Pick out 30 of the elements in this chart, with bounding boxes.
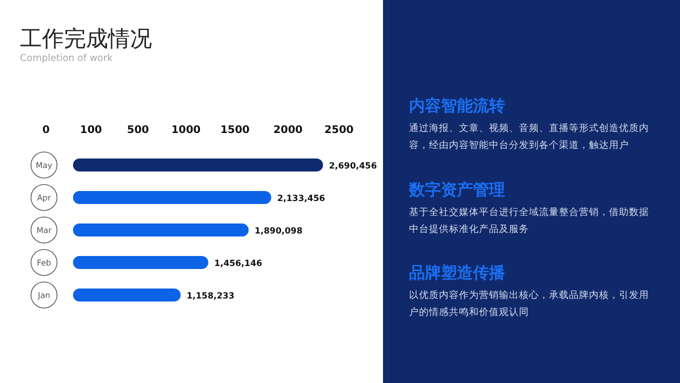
- text: 数字资产管理: [409, 180, 505, 201]
- text: 内容智能流转: [409, 96, 505, 117]
- y-tick-label: Jan: [36, 291, 50, 300]
- data-label: 1,456,146: [214, 259, 262, 269]
- text: 2500: [324, 124, 354, 136]
- bar: [73, 158, 323, 172]
- bar: [73, 224, 249, 236]
- y-tick-label: Mar: [36, 226, 52, 235]
- text: 500: [127, 124, 149, 136]
- data-label: 2,690,456: [329, 162, 377, 172]
- text: 2000: [273, 124, 303, 136]
- y-tick-label: Apr: [37, 194, 52, 202]
- data-label: 1,890,098: [254, 226, 303, 236]
- text: 基于全社交媒体平台进行全域流量整合营销，借助数据中台提供标准化产品及服务: [409, 206, 650, 237]
- text: 1500: [220, 124, 250, 136]
- text: 以优质内容作为营销输出核心，承载品牌内核，引发用户的情感共鸣和价值观认同: [409, 289, 650, 320]
- text: 0: [42, 124, 50, 136]
- y-tick-label: Feb: [36, 258, 52, 268]
- text: 通过海报、文章、视频、音频、直播等形式创造优质内容，经由内容智能中台分发到各个渠道，触达用户: [409, 122, 650, 153]
- bar: [73, 191, 272, 204]
- chart-title: 工作完成情况: [20, 27, 152, 52]
- bar: [73, 288, 181, 302]
- chart-subtitle: Completion of work: [20, 53, 114, 64]
- y-tick-label: May: [36, 161, 53, 170]
- data-label: 2,133,456: [277, 194, 326, 204]
- text: 100: [80, 124, 102, 136]
- text: 品牌塑造传播: [409, 263, 505, 284]
- bar: [73, 256, 208, 269]
- data-label: 1,158,233: [186, 292, 235, 302]
- text: 1000: [171, 124, 201, 136]
